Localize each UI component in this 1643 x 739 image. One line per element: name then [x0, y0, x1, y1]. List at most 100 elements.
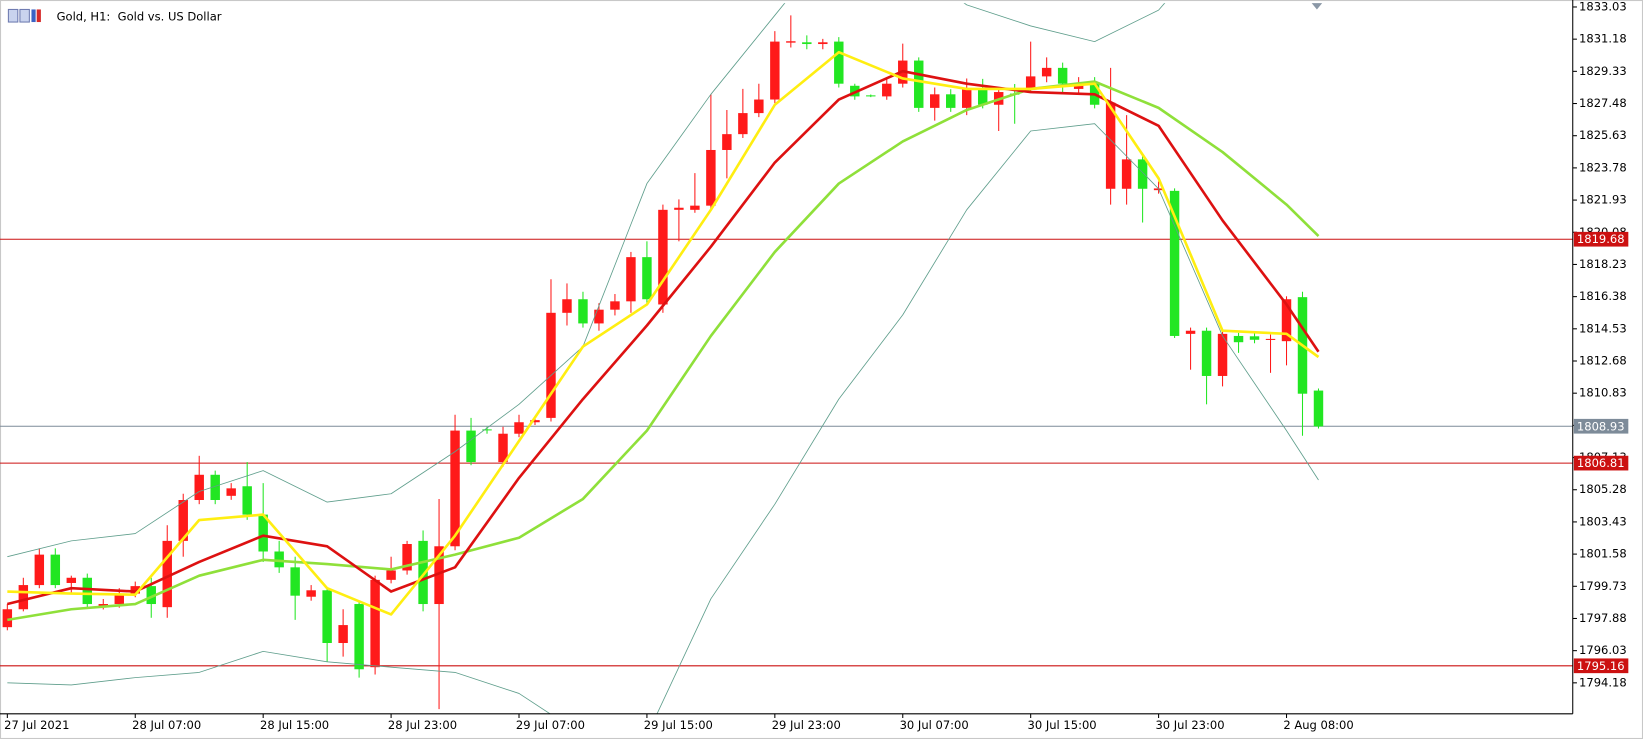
chart-title: Gold, H1: Gold vs. US Dollar [57, 9, 222, 23]
indicator-line [7, 123, 1319, 714]
x-tick-label: 29 Jul 07:00 [516, 718, 585, 732]
candle-body [514, 422, 524, 434]
candle-body [818, 42, 828, 45]
candle-body [434, 546, 444, 605]
candle-body [594, 309, 604, 324]
candle-body [354, 604, 364, 670]
candle-body [626, 257, 636, 302]
candle-body [2, 609, 13, 628]
indicator-line [7, 80, 1320, 622]
candle-body [306, 590, 316, 597]
candle-body [1105, 102, 1116, 189]
candle-body [914, 60, 924, 108]
level-label: 1808.93 [1577, 419, 1625, 433]
candle-body [146, 586, 156, 605]
candle-body [658, 209, 668, 305]
candle-body [977, 88, 988, 105]
y-tick-label: 1831.18 [1579, 32, 1627, 46]
shift-marker [1311, 3, 1323, 10]
candle-body [578, 299, 588, 324]
symbol-icon [31, 9, 36, 23]
level-label-box [1573, 455, 1629, 471]
candle-body [18, 585, 29, 610]
candle-body [162, 540, 172, 608]
y-tick-label: 1797.88 [1579, 611, 1627, 625]
candle-body [178, 500, 188, 541]
y-tick-label: 1814.53 [1579, 321, 1627, 335]
candle-body [1217, 333, 1228, 376]
candle-body [610, 301, 620, 310]
candle-body [242, 486, 252, 515]
level-label: 1806.81 [1577, 456, 1625, 470]
x-tick-label: 28 Jul 23:00 [388, 718, 457, 732]
y-tick-label: 1818.23 [1579, 257, 1627, 271]
candle-body [722, 134, 732, 150]
candle-body [498, 433, 508, 463]
candle-body [1265, 338, 1276, 340]
y-tick-label: 1805.28 [1579, 482, 1627, 496]
y-tick-label: 1803.43 [1579, 514, 1627, 528]
candle-body [66, 577, 77, 583]
symbol-icon [7, 8, 19, 23]
candle-body [1249, 336, 1260, 340]
candle-body [1041, 67, 1052, 77]
candle-body [546, 312, 556, 418]
y-tick-label: 1799.73 [1579, 579, 1627, 593]
candle-body [98, 604, 108, 606]
candle-body [530, 420, 540, 423]
x-tick-label: 29 Jul 23:00 [772, 718, 841, 732]
candle-body [194, 474, 204, 501]
candle-body [1057, 67, 1068, 84]
y-tick-label: 1823.78 [1579, 160, 1627, 174]
y-tick-label: 1833.03 [1579, 0, 1627, 13]
candle-body [258, 514, 268, 552]
x-tick-label: 29 Jul 15:00 [644, 718, 713, 732]
y-tick-label: 1812.68 [1579, 353, 1627, 367]
candle-body [866, 95, 876, 97]
candle-body [961, 88, 972, 108]
candle-body [418, 540, 428, 605]
candle-body [1137, 159, 1148, 189]
candle-body [290, 567, 300, 596]
candle-body [802, 42, 812, 45]
candle-body [1233, 335, 1244, 343]
indicator-line [7, 69, 1320, 606]
candle-body [690, 205, 700, 210]
candle-body [754, 99, 764, 114]
candle-body [402, 544, 412, 571]
y-tick-label: 1821.93 [1579, 193, 1627, 207]
candle-body [226, 488, 236, 496]
x-tick-label: 30 Jul 23:00 [1155, 718, 1224, 732]
candle-body [562, 299, 572, 313]
candle-body [82, 577, 93, 605]
x-tick-label: 30 Jul 15:00 [1028, 718, 1097, 732]
y-tick-label: 1810.83 [1579, 386, 1627, 400]
candle-body [130, 586, 140, 594]
x-tick-label: 30 Jul 07:00 [900, 718, 969, 732]
x-tick-label: 28 Jul 07:00 [132, 718, 201, 732]
candle-body [786, 41, 796, 43]
candle-body [1201, 330, 1212, 376]
candle-body [1121, 159, 1132, 189]
symbol-icon [36, 9, 41, 23]
candle-body [1169, 190, 1180, 336]
candle-body [834, 41, 844, 84]
candle-body [770, 41, 780, 100]
level-label-box [1573, 231, 1629, 247]
level-label: 1795.16 [1577, 659, 1625, 673]
candle-body [466, 430, 476, 463]
candle-body [386, 570, 396, 580]
candle-body [946, 94, 956, 108]
level-label-box [1573, 418, 1629, 434]
candle-body [738, 113, 748, 135]
indicator-line [7, 3, 1166, 558]
y-tick-label: 1829.33 [1579, 64, 1627, 78]
candle-body [450, 430, 460, 547]
candle-body [210, 474, 220, 501]
y-tick-label: 1801.58 [1579, 547, 1627, 561]
candle-body [706, 149, 716, 206]
candle-body [370, 579, 380, 668]
candle-body [34, 554, 45, 586]
